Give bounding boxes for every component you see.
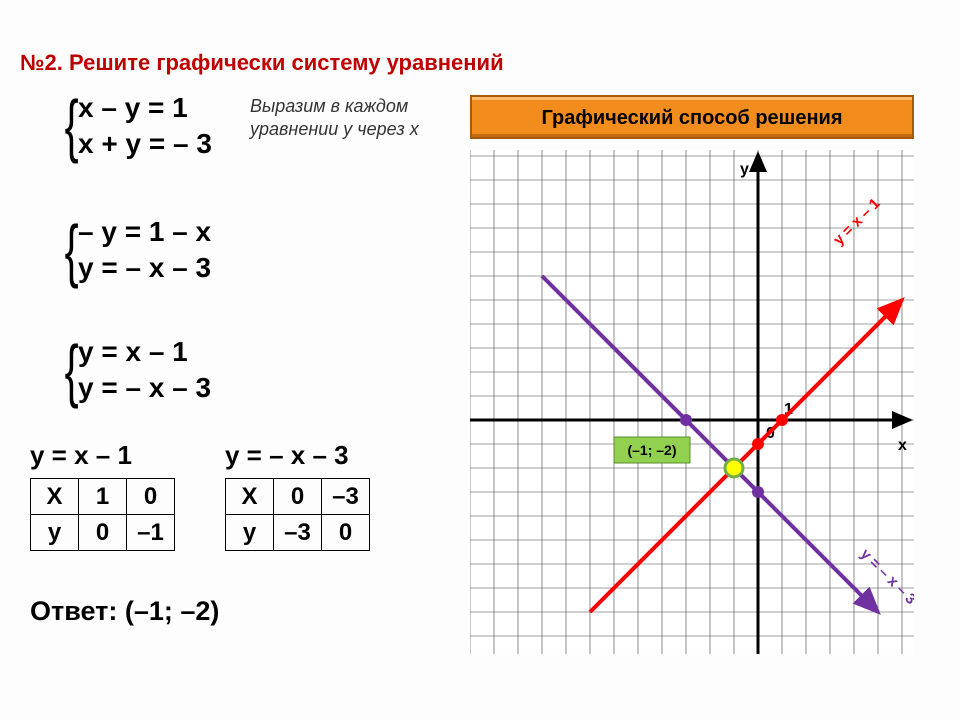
brace-icon: { xyxy=(65,90,79,160)
brace-icon: { xyxy=(65,335,79,405)
transform-note: Выразим в каждом уравнении y через x xyxy=(250,95,430,142)
eq1-line1: x – y = 1 xyxy=(78,92,188,124)
svg-text:(–1; –2): (–1; –2) xyxy=(627,442,676,458)
table1-header: y = x – 1 xyxy=(30,440,132,471)
eq3-line1: y = x – 1 xyxy=(78,336,188,368)
coordinate-chart: 01yxy = x – 1y = – x – 3(–1; –2) xyxy=(470,150,914,654)
eq2-line1: – y = 1 – x xyxy=(78,216,211,248)
eq1-line2: x + y = – 3 xyxy=(78,128,212,160)
svg-text:y: y xyxy=(740,161,749,178)
answer-text: Ответ: (–1; –2) xyxy=(30,596,219,627)
method-banner: Графический способ решения xyxy=(470,95,914,139)
svg-text:x: x xyxy=(898,437,907,454)
brace-icon: { xyxy=(65,215,79,285)
eq3-line2: y = – x – 3 xyxy=(78,372,211,404)
table1: X10 y0–1 xyxy=(30,478,175,551)
eq2-line2: y = – x – 3 xyxy=(78,252,211,284)
problem-title: №2. Решите графически систему уравнений xyxy=(20,50,504,76)
table2-header: y = – x – 3 xyxy=(225,440,349,471)
table2: X0–3 y–30 xyxy=(225,478,370,551)
